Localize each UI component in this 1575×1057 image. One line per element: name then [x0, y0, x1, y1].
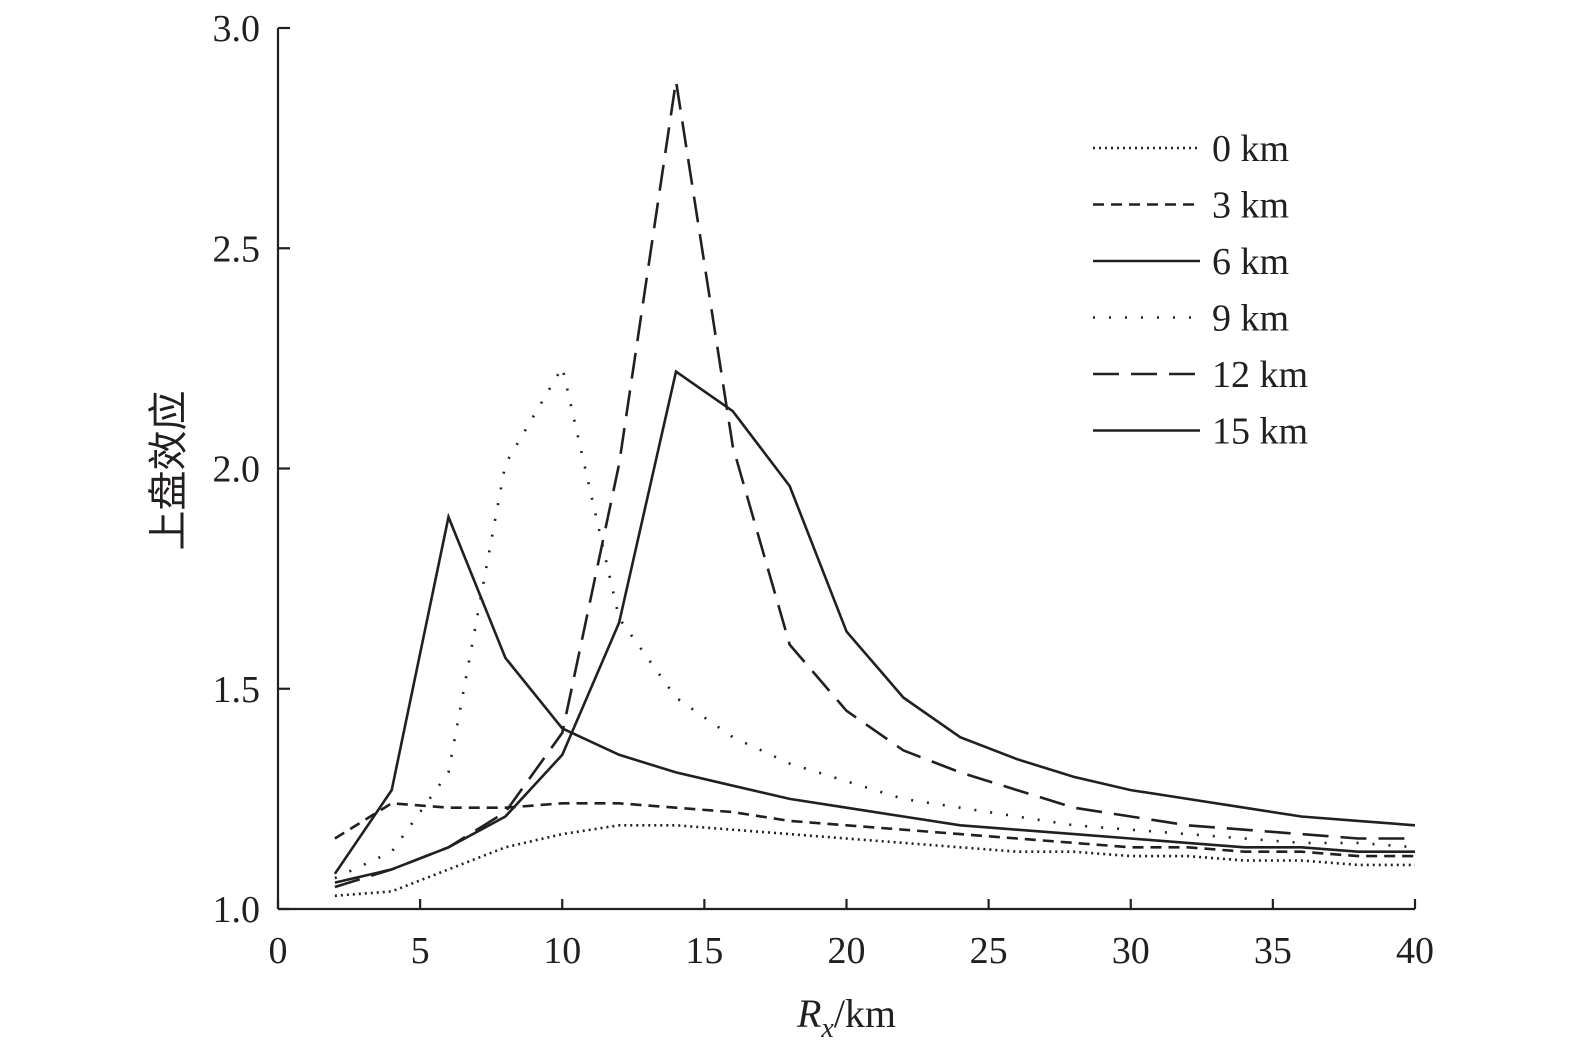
y-tick-label: 1.0 — [213, 889, 261, 931]
x-ticks: 0 5 10 15 20 25 30 35 40 — [269, 899, 1434, 972]
x-tick-label: 30 — [1112, 930, 1150, 972]
y-tick-label: 2.0 — [213, 449, 261, 491]
legend-label: 0 km — [1212, 128, 1289, 170]
x-tick-label: 0 — [269, 930, 288, 972]
x-tick-label: 10 — [543, 930, 581, 972]
x-axis-title-symbol: R — [796, 991, 821, 1036]
x-tick-label: 20 — [828, 930, 866, 972]
legend-label: 12 km — [1212, 354, 1308, 396]
legend-label: 6 km — [1212, 241, 1289, 283]
legend: 0 km 3 km 6 km 9 km 12 km 15 km — [1093, 128, 1308, 453]
x-tick-label: 25 — [970, 930, 1008, 972]
y-tick-label: 1.5 — [213, 669, 261, 711]
legend-label: 9 km — [1212, 298, 1289, 340]
x-tick-label: 40 — [1396, 930, 1434, 972]
x-axis-title-unit: /km — [834, 991, 896, 1036]
y-tick-label: 3.0 — [213, 8, 261, 50]
series-line-12km — [334, 80, 1415, 889]
x-tick-label: 15 — [685, 930, 723, 972]
series-line-0km — [334, 823, 1415, 898]
legend-label: 3 km — [1212, 185, 1289, 227]
x-axis-title-subscript: x — [820, 1013, 834, 1044]
y-tick-label: 2.5 — [213, 228, 261, 270]
series-line-6km — [333, 512, 1415, 875]
y-ticks: 1.0 1.5 2.0 2.5 3.0 — [213, 8, 290, 931]
series-line-15km — [334, 369, 1416, 884]
series-layer — [333, 80, 1416, 898]
legend-label: 15 km — [1212, 411, 1308, 453]
x-tick-label: 5 — [411, 930, 430, 972]
y-axis-title: 上盘效应 — [146, 391, 191, 551]
x-tick-label: 35 — [1254, 930, 1292, 972]
x-axis-title: Rx/km — [796, 991, 896, 1044]
